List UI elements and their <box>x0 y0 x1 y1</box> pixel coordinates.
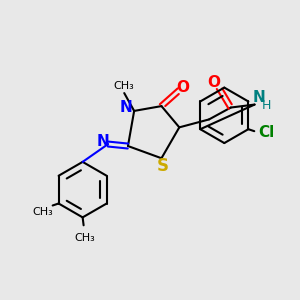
Text: N: N <box>252 90 265 105</box>
Text: N: N <box>97 134 110 148</box>
Text: Cl: Cl <box>258 125 274 140</box>
Text: H: H <box>262 99 271 112</box>
Text: N: N <box>120 100 133 116</box>
Text: CH₃: CH₃ <box>74 233 95 243</box>
Text: CH₃: CH₃ <box>114 81 135 91</box>
Text: O: O <box>176 80 189 95</box>
Text: CH₃: CH₃ <box>32 207 53 218</box>
Text: S: S <box>157 157 169 175</box>
Text: O: O <box>208 75 220 90</box>
